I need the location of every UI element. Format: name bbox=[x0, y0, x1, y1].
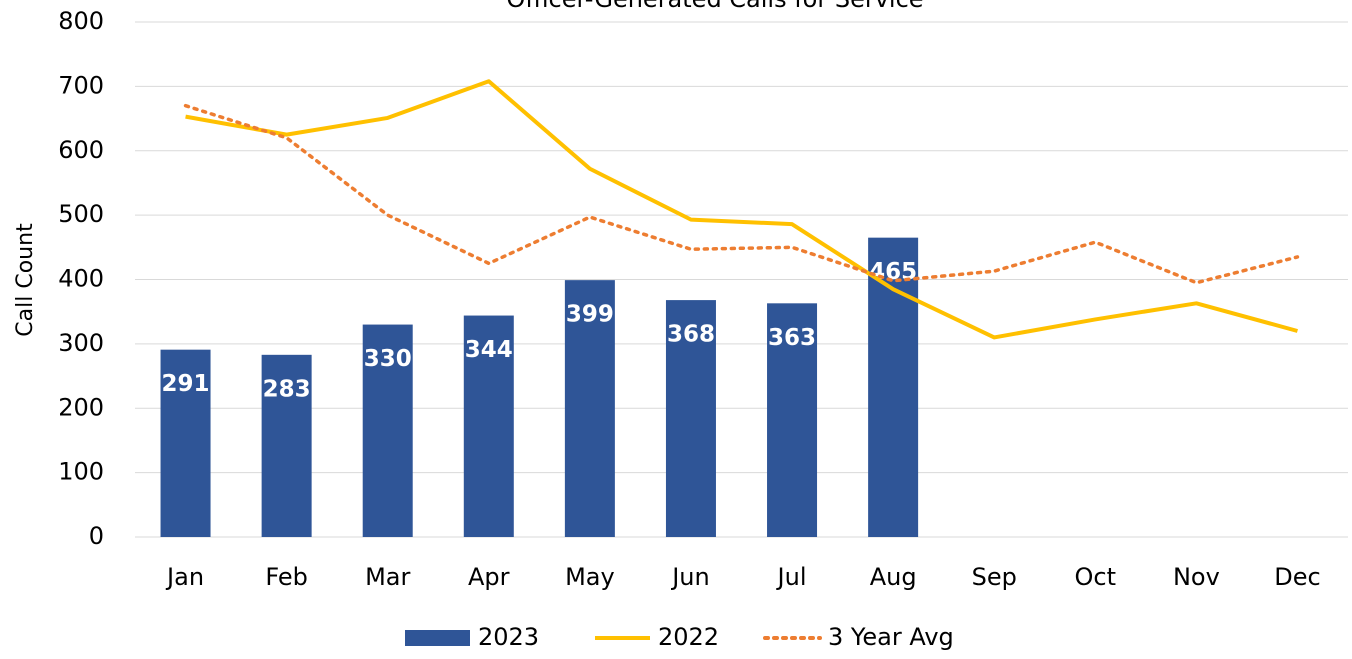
y-tick-label: 500 bbox=[58, 200, 104, 228]
data-label: 368 bbox=[667, 322, 715, 348]
x-tick-label: Feb bbox=[265, 563, 308, 591]
bar bbox=[160, 349, 211, 537]
x-tick-label: Jan bbox=[165, 563, 204, 591]
data-label: 283 bbox=[263, 376, 311, 402]
x-tick-label: May bbox=[565, 563, 615, 591]
y-axis-label: Call Count bbox=[13, 223, 38, 337]
y-tick-label: 200 bbox=[58, 393, 104, 421]
x-tick-label: Mar bbox=[365, 563, 410, 591]
data-label: 344 bbox=[465, 337, 513, 363]
y-tick-label: 600 bbox=[58, 136, 104, 164]
x-tick-label: Aug bbox=[870, 563, 917, 591]
chart-title: Officer-Generated Calls for Service bbox=[506, 0, 923, 13]
y-tick-label: 800 bbox=[58, 7, 104, 35]
x-tick-label: Oct bbox=[1075, 563, 1117, 591]
x-tick-label: Jun bbox=[670, 563, 710, 591]
y-tick-label: 300 bbox=[58, 329, 104, 357]
bar bbox=[261, 354, 312, 537]
data-label: 291 bbox=[162, 371, 210, 397]
x-tick-label: Jul bbox=[776, 563, 807, 591]
legend-label: 2022 bbox=[658, 623, 719, 651]
y-tick-label: 700 bbox=[58, 71, 104, 99]
bar bbox=[767, 303, 818, 537]
x-tick-label: Dec bbox=[1274, 563, 1320, 591]
x-tick-label: Apr bbox=[468, 563, 510, 591]
data-label: 363 bbox=[768, 325, 816, 351]
data-label: 465 bbox=[869, 259, 917, 285]
y-tick-label: 400 bbox=[58, 265, 104, 293]
x-tick-label: Nov bbox=[1173, 563, 1220, 591]
bar bbox=[564, 280, 615, 537]
data-label: 399 bbox=[566, 302, 614, 328]
x-tick-label: Sep bbox=[972, 563, 1017, 591]
bar bbox=[665, 300, 716, 537]
y-tick-label: 100 bbox=[58, 458, 104, 486]
line bbox=[183, 103, 1300, 285]
legend-label: 3 Year Avg bbox=[828, 623, 954, 651]
bar bbox=[463, 315, 514, 537]
legend-swatch bbox=[405, 630, 470, 646]
y-tick-label: 0 bbox=[89, 522, 104, 550]
bar bbox=[362, 324, 413, 537]
data-label: 330 bbox=[364, 346, 412, 372]
legend-label: 2023 bbox=[478, 623, 539, 651]
line bbox=[185, 79, 1298, 340]
